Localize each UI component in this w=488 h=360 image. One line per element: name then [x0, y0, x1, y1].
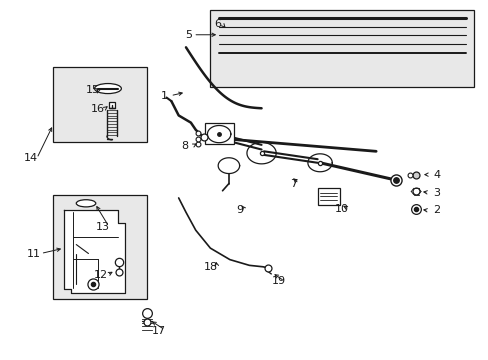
Text: 8: 8 — [181, 141, 188, 151]
Text: 1: 1 — [160, 91, 167, 101]
Text: 2: 2 — [433, 206, 440, 216]
Text: 18: 18 — [204, 262, 218, 272]
Text: 13: 13 — [96, 222, 110, 231]
Text: 16: 16 — [91, 104, 105, 114]
Text: 3: 3 — [433, 188, 440, 198]
Ellipse shape — [94, 84, 121, 94]
Bar — [53, 195, 147, 299]
Text: 7: 7 — [289, 179, 296, 189]
Bar — [210, 10, 473, 87]
Text: 9: 9 — [236, 206, 243, 216]
Bar — [317, 188, 339, 205]
Text: 6: 6 — [214, 19, 221, 29]
Text: 15: 15 — [85, 85, 99, 95]
Text: 4: 4 — [433, 170, 440, 180]
Bar — [53, 67, 147, 142]
Text: 5: 5 — [184, 30, 191, 40]
Text: 14: 14 — [24, 153, 38, 163]
Text: 10: 10 — [334, 204, 348, 214]
Text: 12: 12 — [93, 270, 107, 280]
Text: 11: 11 — [27, 248, 41, 258]
Ellipse shape — [76, 200, 96, 207]
Polygon shape — [64, 211, 125, 293]
Bar — [204, 123, 233, 144]
Text: 19: 19 — [271, 276, 285, 286]
Text: 17: 17 — [152, 325, 166, 336]
